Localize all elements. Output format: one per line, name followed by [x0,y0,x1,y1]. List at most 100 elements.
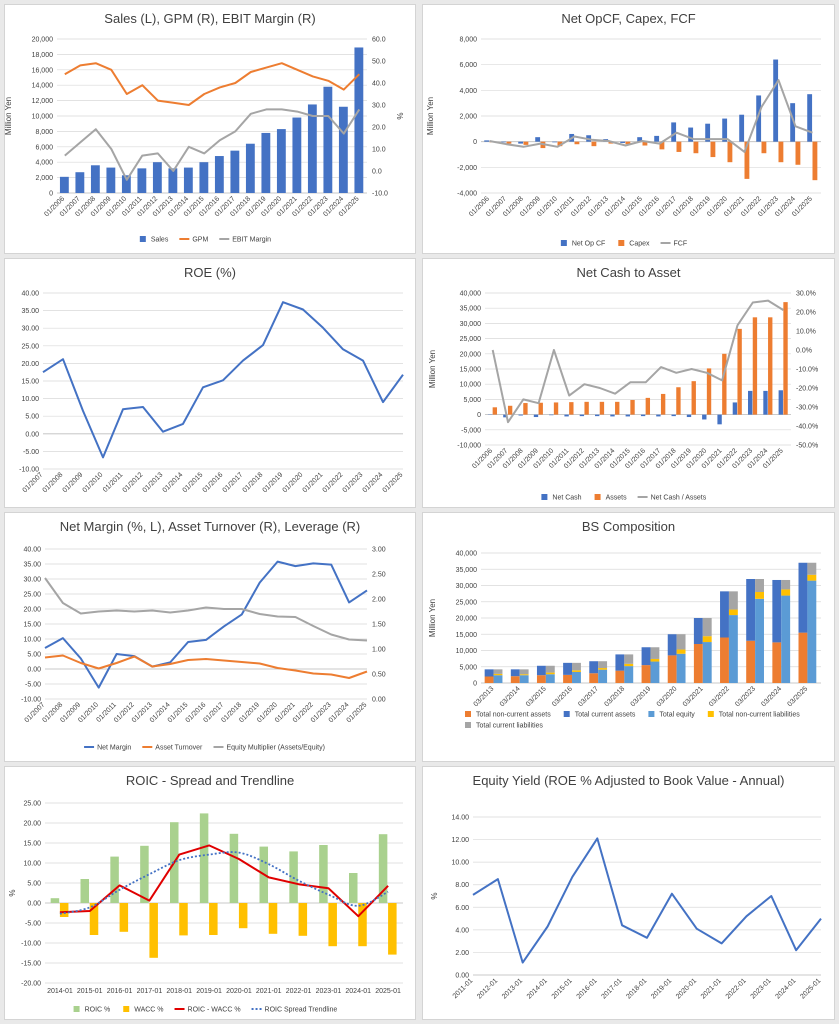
y2-tick-label: 2.00 [372,597,386,604]
bar-total-current-assets [641,647,651,666]
legend-swatch [707,711,714,717]
chart-equity-yield: Equity Yield (ROE % Adjusted to Book Val… [430,773,822,1001]
y2-tick-label: 0.00 [372,697,386,704]
legend-label: Capex [629,241,650,248]
y2-tick-label: 30.0% [796,291,816,298]
y-tick-label: 35.00 [21,308,39,315]
bar-total-equity [755,598,764,683]
x-tick-label: 03/2017 [577,685,600,708]
y2-tick-label: 10.0 [372,147,386,154]
y-tick-label: 2,000 [35,175,53,182]
bar-wacc [358,903,367,947]
y-tick-label: 35.00 [23,562,41,569]
y-axis-label: Million Yen [5,97,13,135]
chart-title: Net OpCF, Capex, FCF [561,11,695,26]
y-tick-label: -5,000 [461,427,481,434]
y-tick-label: 15,000 [456,632,478,639]
legend-label: Asset Turnover [155,745,203,752]
x-tick-label: 2017-01 [600,977,623,1000]
bar-total-equity [807,580,817,683]
bar-roic [199,813,209,903]
x-tick-label: 2023-01 [750,977,773,1000]
bar-assets [553,402,559,415]
y-tick-label: 10,000 [456,648,478,655]
y2-tick-label: 50.0 [372,59,386,66]
bar-roic [229,833,239,903]
bar-assets [599,401,605,415]
legend-label: Net Cash / Assets [651,495,707,502]
x-tick-label: 2022-01 [725,977,748,1000]
bar-sales [152,162,162,193]
bar-total-equity [650,661,660,683]
bar-roic [378,834,388,903]
bar-assets [538,402,543,415]
y-axis-label: % [8,889,17,896]
bar-capex [642,141,648,146]
chart-dupont: Net Margin (%, L), Asset Turnover (R), L… [21,519,386,752]
chart-panel-bs-composition: BS Composition 0 5,000 10,000 15,000 20,000 25… [422,512,835,762]
chart-roe: ROE (%) -10.00 -5.00 0.00 5.00 10.00 15.00 20.0… [19,265,404,494]
y2-tick-label: 0.50 [372,672,386,679]
legend-label: Net Op CF [572,241,605,248]
y2-tick-label: 1.50 [372,622,386,629]
y-tick-label: -4,000 [457,191,477,198]
bar-assets [645,397,651,415]
y2-tick-label: 20.0% [796,310,816,317]
bar-total-non-current-liabilities [676,649,686,654]
bar-total-current-assets [720,591,729,638]
y-tick-label: 4,000 [459,88,477,95]
bar-net-cash [640,414,646,417]
y-tick-label: 15,000 [460,367,482,374]
x-tick-label: 01/2023 [342,471,365,494]
bar-sales [168,168,178,193]
bar-total-current-liabilities [519,669,529,675]
x-tick-label: 01/2022 [322,471,345,494]
x-tick-label: 01/2021 [302,471,325,494]
line-ebit-margin [64,108,361,181]
x-tick-label: 2021-01 [700,977,723,1000]
bar-total-current-assets [589,661,599,674]
bar-total-non-current-assets [536,675,546,683]
y2-tick-label: 40.0 [372,81,386,88]
y-tick-label: 0.00 [25,431,39,438]
x-tick-label: 03/2018 [603,685,626,708]
y-tick-label: 5,000 [463,397,481,404]
bar-net-cash [732,402,738,415]
line-equity-multiplier-assets-equity [44,577,368,642]
x-tick-label: 2020-01 [226,988,252,995]
y-axis-label: Million Yen [426,97,435,135]
bar-capex [659,141,665,150]
bar-wacc [298,903,308,936]
y-tick-label: 30,000 [460,321,482,328]
bar-total-non-current-liabilities [728,609,738,616]
y-tick-label: 0.00 [27,667,41,674]
line-equity-yield [472,837,822,964]
legend-label: Sales [151,237,169,244]
bar-net-cash [748,390,753,415]
bar-sales [323,86,333,193]
bar-total-equity [545,674,555,683]
bar-roic [349,873,358,903]
y-tick-label: -10.00 [21,697,41,704]
chart-title: Net Margin (%, L), Asset Turnover (R), L… [60,519,361,534]
bar-total-current-assets [536,665,546,676]
bar-net-op-cf [518,141,524,144]
bar-wacc [89,903,99,935]
y-tick-label: 16,000 [32,67,54,74]
x-tick-label: 2016-01 [576,977,599,1000]
x-tick-label: 03/2025 [786,685,809,708]
y-tick-label: 6,000 [35,144,53,151]
chart-title: Net Cash to Asset [576,265,680,280]
bar-total-current-liabilities [728,591,738,610]
bar-capex [676,141,682,152]
legend-label: Total non-current assets [476,712,551,719]
bar-total-non-current-liabilities [493,673,503,676]
y-axis-label: Million Yen [428,350,437,388]
y-tick-label: 14,000 [32,83,54,90]
y-tick-label: 0 [477,412,481,419]
bar-total-equity [493,675,503,683]
bar-net-op-cf [620,141,626,143]
bar-total-equity [728,615,738,683]
x-tick-label: 01/2025 [346,701,369,724]
bar-capex [727,141,733,163]
